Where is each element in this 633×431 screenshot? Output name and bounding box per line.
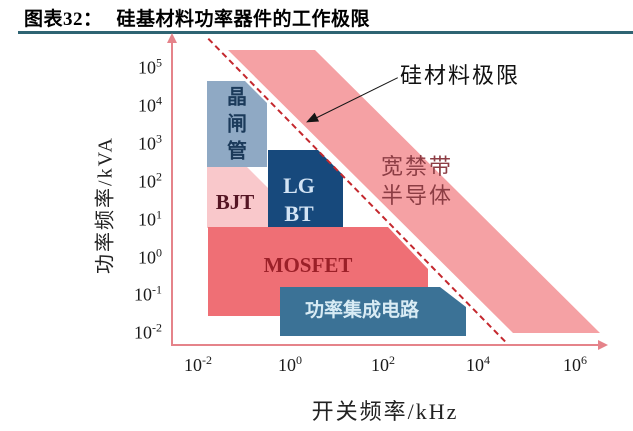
x-axis-label: 开关频率/kHz: [311, 399, 459, 424]
y-tick-label: 10-1: [134, 282, 162, 305]
x-axis-line: [171, 344, 601, 346]
annotation-silicon-limit: 硅材料极限: [400, 63, 521, 88]
y-tick-label: 105: [138, 55, 162, 78]
region-label-mosfet: MOSFET: [263, 253, 353, 277]
region-label-bjt: BJT: [215, 190, 255, 214]
figure-number: 图表32：: [24, 9, 103, 30]
x-tick-label: 106: [563, 353, 587, 375]
y-axis-label: 功率频率/kVA: [94, 136, 117, 274]
region-label-lgbt: LG BT: [283, 173, 315, 226]
y-tick-label: 103: [138, 131, 162, 154]
figure-title-text: 硅基材料功率器件的工作极限: [116, 9, 371, 30]
annotation-wide-bandgap-line2: 半导体: [381, 183, 454, 208]
y-axis-arrow-icon: [167, 33, 177, 43]
annotation-wide-bandgap: 宽禁带 半导体: [381, 152, 453, 210]
title-underline: [18, 31, 633, 34]
x-tick-label: 102: [371, 353, 395, 375]
y-tick-label: 102: [138, 169, 162, 192]
region-label-thyristor: 晶闸管: [227, 86, 247, 163]
x-tick-label: 10-2: [184, 353, 212, 375]
y-tick-label: 100: [138, 245, 162, 268]
x-tick-label: 104: [466, 353, 490, 375]
y-tick-label: 101: [138, 207, 162, 230]
annotation-wide-bandgap-line1: 宽禁带: [381, 154, 454, 179]
y-axis-line: [171, 41, 173, 345]
figure-title: 图表32： 硅基材料功率器件的工作极限: [24, 4, 370, 31]
y-tick-label: 104: [138, 93, 162, 116]
region-label-power-ic: 功率集成电路: [304, 300, 420, 321]
x-tick-label: 100: [278, 353, 302, 375]
y-tick-label: 10-2: [134, 320, 162, 343]
x-axis-arrow-icon: [598, 340, 608, 350]
